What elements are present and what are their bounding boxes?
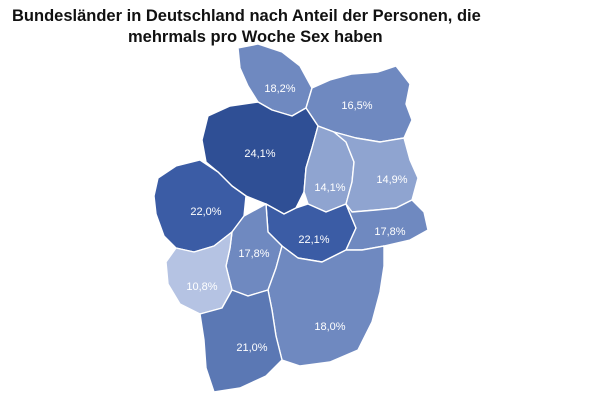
value-label-mecklenburg-vorpommern: 16,5% xyxy=(341,100,372,112)
value-label-niedersachsen: 24,1% xyxy=(244,148,275,160)
value-label-thueringen: 22,1% xyxy=(298,234,329,246)
value-label-sachsen-anhalt: 14,1% xyxy=(314,182,345,194)
value-label-rheinland-pfalz: 10,8% xyxy=(186,281,217,293)
value-label-schleswig-holstein: 18,2% xyxy=(264,83,295,95)
state-regions xyxy=(153,43,429,393)
value-label-bayern: 18,0% xyxy=(314,321,345,333)
value-label-brandenburg: 14,9% xyxy=(376,174,407,186)
chart-title-line-1: Bundesländer in Deutschland nach Anteil … xyxy=(12,7,481,25)
state-bayern xyxy=(267,245,385,367)
state-baden-wuerttemberg xyxy=(199,289,283,393)
value-label-nordrhein-westfalen: 22,0% xyxy=(190,206,221,218)
chart-title-line-2: mehrmals pro Woche Sex haben xyxy=(128,28,383,46)
value-label-sachsen: 17,8% xyxy=(374,226,405,238)
value-label-baden-wuerttemberg: 21,0% xyxy=(236,342,267,354)
chart-title: Bundesländer in Deutschland nach Anteil … xyxy=(0,6,600,48)
state-value-labels: 18,2% 16,5% 24,1% 14,1% 14,9% 22,0% 22,1% 17,8%… xyxy=(186,83,407,354)
value-label-hessen: 17,8% xyxy=(238,248,269,260)
